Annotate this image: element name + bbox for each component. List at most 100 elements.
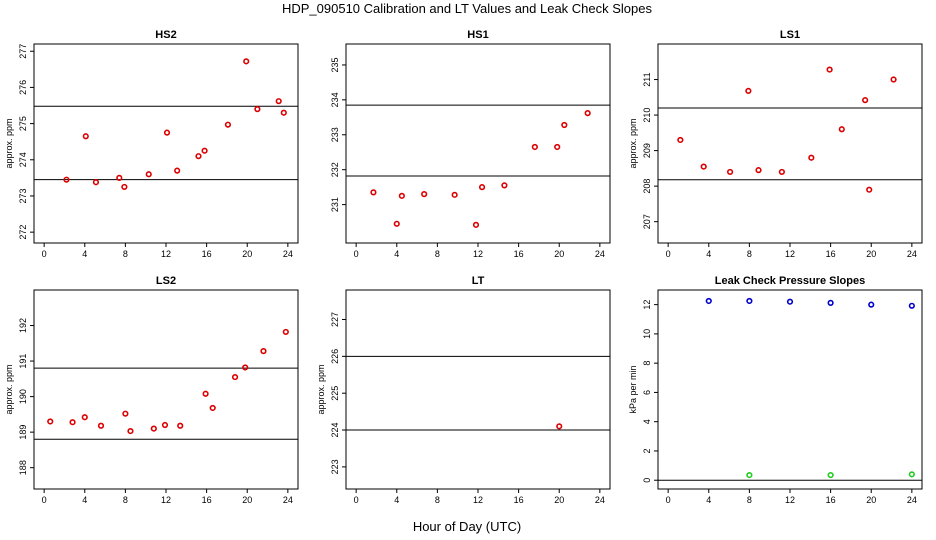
y-tick-label: 211: [642, 72, 652, 86]
data-point: [202, 390, 209, 397]
x-tick-label: 16: [202, 495, 212, 505]
data-point: [838, 126, 845, 133]
x-tick-label: 4: [706, 495, 711, 505]
y-tick-label: 208: [642, 179, 652, 194]
data-point: [827, 299, 834, 306]
data-point: [260, 348, 267, 355]
data-point: [826, 66, 833, 73]
x-tick-label: 20: [866, 495, 876, 505]
x-tick-label: 0: [666, 495, 671, 505]
data-point: [121, 183, 128, 191]
panel-title: HS1: [467, 29, 488, 41]
x-tick-label: 12: [785, 249, 795, 259]
y-tick-label: 4: [642, 419, 652, 424]
data-point: [161, 421, 169, 429]
data-point: [116, 174, 123, 181]
x-tick-label: 8: [435, 495, 440, 505]
y-tick-label: 274: [18, 152, 28, 167]
y-tick-label: 223: [330, 459, 340, 474]
y-tick-label: 224: [330, 423, 340, 438]
data-point: [556, 423, 563, 430]
plot-frame: [345, 289, 611, 490]
panel-title: HS2: [155, 29, 176, 41]
x-tick-label: 0: [42, 495, 47, 505]
data-point: [862, 97, 869, 104]
data-point: [746, 471, 753, 479]
data-point: [150, 425, 157, 432]
data-point: [63, 176, 70, 183]
data-point: [421, 191, 428, 198]
x-tick-label: 20: [242, 249, 252, 259]
y-tick-label: 188: [18, 460, 28, 475]
x-tick-label: 8: [435, 249, 440, 259]
y-tick-label: 226: [330, 349, 340, 364]
x-tick-label: 24: [907, 495, 917, 505]
y-tick-label: 10: [642, 329, 652, 339]
data-point: [275, 98, 282, 105]
panel-2: LS1 0 4 8 12 16 20 24 207 208 209 210 211 approx. ppm: [628, 29, 923, 259]
y-tick-label: 190: [18, 389, 28, 404]
figure-xlabel: Hour of Day (UTC): [413, 519, 521, 534]
plot-frame: [345, 43, 611, 244]
x-tick-label: 4: [706, 249, 711, 259]
data-point: [472, 221, 480, 228]
data-point: [827, 471, 834, 479]
panel-title: LT: [472, 275, 485, 287]
x-tick-label: 24: [907, 249, 917, 259]
x-tick-label: 24: [283, 249, 293, 259]
x-tick-label: 16: [514, 249, 524, 259]
x-tick-label: 12: [785, 495, 795, 505]
plot-frame: [657, 289, 923, 490]
y-tick-label: 276: [18, 80, 28, 95]
y-tick-label: 0: [642, 478, 652, 483]
y-axis-label: approx. ppm: [316, 364, 326, 414]
x-tick-label: 0: [354, 495, 359, 505]
y-tick-label: 8: [642, 361, 652, 366]
data-point: [700, 163, 707, 170]
x-tick-label: 0: [42, 249, 47, 259]
data-point: [451, 191, 458, 198]
y-tick-label: 232: [330, 162, 340, 177]
x-tick-label: 4: [82, 495, 87, 505]
plot-frame: [657, 43, 923, 244]
y-tick-label: 277: [18, 44, 28, 59]
data-point: [282, 328, 289, 336]
data-point: [243, 58, 250, 65]
data-point: [145, 171, 152, 178]
y-tick-label: 191: [18, 354, 28, 369]
panel-0: HS2 0 4 8 12 16 20 24 272 273 274 275 276 277 approx. …: [4, 29, 299, 259]
x-tick-label: 4: [82, 249, 87, 259]
y-tick-label: 235: [330, 57, 340, 72]
data-point: [561, 121, 568, 129]
y-tick-label: 209: [642, 143, 652, 158]
y-tick-label: 233: [330, 127, 340, 142]
data-point: [584, 110, 591, 117]
data-point: [677, 136, 684, 144]
x-tick-label: 12: [473, 495, 483, 505]
data-point: [195, 153, 202, 160]
x-tick-label: 8: [123, 495, 128, 505]
x-tick-label: 4: [394, 249, 399, 259]
data-point: [81, 414, 88, 421]
y-tick-label: 225: [330, 386, 340, 401]
panel-4: LT 0 4 8 12 16 20 24 223 224 225 226 227 approx. ppm: [316, 275, 611, 505]
panel-title: LS1: [780, 29, 800, 41]
y-axis-label: approx. ppm: [628, 118, 638, 168]
data-point: [908, 302, 915, 309]
y-tick-label: 227: [330, 312, 340, 327]
x-tick-label: 24: [595, 495, 605, 505]
data-point: [746, 297, 753, 305]
x-tick-label: 8: [747, 249, 752, 259]
data-point: [242, 364, 249, 371]
y-axis-label: approx. ppm: [4, 364, 14, 414]
x-tick-label: 20: [242, 495, 252, 505]
data-point: [122, 410, 129, 417]
y-tick-label: 12: [642, 300, 652, 310]
panel-1: HS1 0 4 8 12 16 20 24 231 232 233 234 235: [330, 29, 611, 259]
data-point: [47, 418, 54, 425]
y-tick-label: 272: [18, 225, 28, 240]
y-tick-label: 2: [642, 448, 652, 453]
y-axis-label: kPa per min: [628, 365, 638, 413]
